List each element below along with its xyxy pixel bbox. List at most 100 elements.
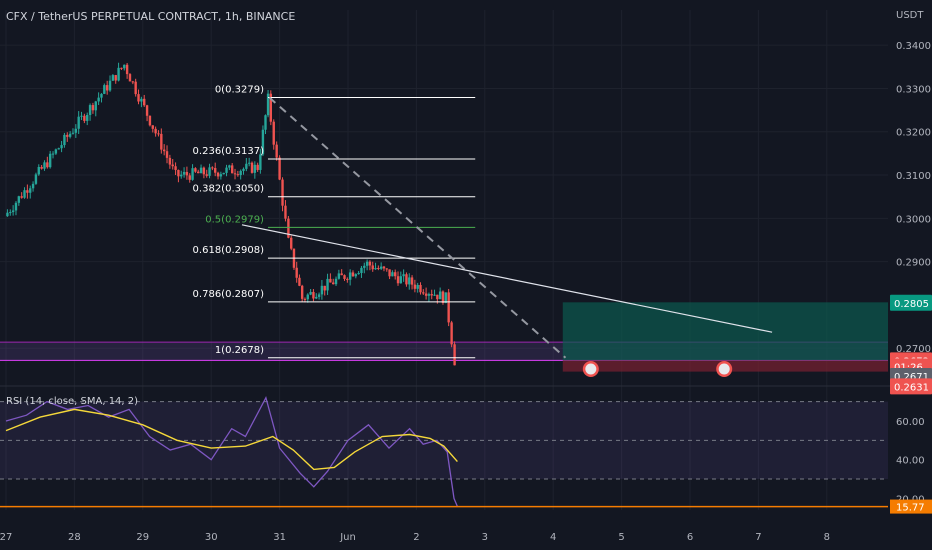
candle-body (137, 94, 140, 102)
candle-body (424, 293, 428, 296)
flag-icon (718, 363, 730, 375)
candle-body (131, 81, 135, 83)
candle-body (225, 167, 228, 173)
time-tick-label: Jun (339, 532, 356, 543)
fib-level-label: 0(0.3279) (215, 85, 264, 96)
candle-body (323, 285, 326, 291)
candle-body (343, 275, 346, 279)
candle-body (216, 172, 220, 177)
time-tick-label: 5 (618, 532, 624, 543)
candle-body (191, 168, 194, 180)
candle-body (447, 292, 450, 323)
candle-body (320, 285, 324, 295)
rsi-value-label: 15.77 (896, 503, 925, 514)
time-tick-label: 3 (482, 532, 488, 543)
rsi-line (5, 395, 458, 507)
candle-body (410, 277, 414, 285)
fibonacci-retracement: 0(0.3279) 0.236(0.3137) 0.382(0.3050) 0.5(0… (193, 85, 476, 359)
fib-level-label: 0.5(0.2979) (205, 214, 264, 225)
candle-body (253, 164, 257, 173)
candle-body (413, 284, 417, 289)
candle-body (247, 162, 251, 164)
candle-body (14, 202, 18, 211)
candle-body (377, 267, 380, 269)
candle-body (351, 272, 355, 277)
candle-body (222, 172, 225, 175)
candle-body (185, 171, 189, 176)
candle-body (108, 80, 112, 91)
candle-body (433, 294, 436, 296)
candle-body (219, 174, 223, 177)
rsi-tick-label: 40.00 (896, 456, 925, 467)
candle-body (379, 266, 383, 269)
candle-body (154, 128, 157, 134)
candle-body (105, 85, 109, 91)
candle-body (275, 144, 278, 158)
candle-body (66, 134, 69, 137)
candle-body (436, 294, 439, 300)
candle-body (416, 284, 419, 289)
candle-body (94, 101, 97, 111)
candle-body (114, 75, 117, 81)
candle-body (371, 265, 374, 270)
candle-body (68, 133, 72, 137)
price-badge (890, 378, 932, 395)
candle-body (77, 116, 80, 129)
candle-body (188, 175, 191, 180)
candle-body (360, 267, 363, 274)
candle-body (71, 132, 75, 134)
candle-body (174, 166, 177, 170)
candle-body (236, 174, 240, 176)
candle-body (309, 291, 312, 295)
price-tick-label: 0.3200 (896, 128, 931, 139)
candle-body (388, 269, 391, 277)
rsi-value-badge (890, 499, 932, 514)
candle-body (20, 196, 23, 198)
candle-body (300, 285, 304, 299)
currency-label: USDT (896, 10, 924, 21)
price-tick-label: 0.2900 (896, 258, 931, 269)
candle-body (402, 274, 405, 277)
candle-body (230, 165, 234, 174)
candle-body (385, 268, 388, 270)
candle-body (374, 267, 377, 270)
candle-body (242, 168, 245, 171)
candle-body (329, 278, 332, 283)
candle-body (334, 278, 338, 285)
price-badge-label: 0.2805 (894, 299, 929, 310)
candle-body (168, 157, 172, 165)
candle-body (391, 272, 394, 277)
candle-body (31, 183, 35, 189)
candle-body (157, 133, 160, 135)
candle-body (444, 292, 447, 304)
candle-body (368, 261, 372, 266)
candle-body (357, 273, 360, 275)
candle-body (143, 98, 146, 106)
candle-body (408, 277, 411, 285)
candle-body (287, 218, 290, 238)
candle-body (365, 261, 369, 266)
time-tick-label: 30 (205, 532, 218, 543)
price-badge (890, 294, 932, 311)
fib-level-label: 0.236(0.3137) (193, 146, 265, 157)
candle-body (298, 277, 301, 286)
candle-body (256, 164, 259, 170)
time-tick-label: 6 (687, 532, 693, 543)
candle-body (111, 75, 115, 81)
candle-body (197, 171, 200, 174)
descending-trend-line (241, 224, 773, 333)
time-tick-label: 29 (136, 532, 149, 543)
candle-body (51, 153, 55, 155)
candle-body (34, 174, 38, 184)
candle-body (272, 121, 275, 145)
candle-body (29, 188, 32, 193)
candle-body (382, 266, 386, 269)
candle-body (162, 149, 166, 152)
candle-body (430, 294, 433, 296)
candle-body (427, 294, 431, 296)
candle-body (48, 153, 52, 168)
candle-body (332, 282, 335, 285)
candle-body (396, 276, 400, 284)
